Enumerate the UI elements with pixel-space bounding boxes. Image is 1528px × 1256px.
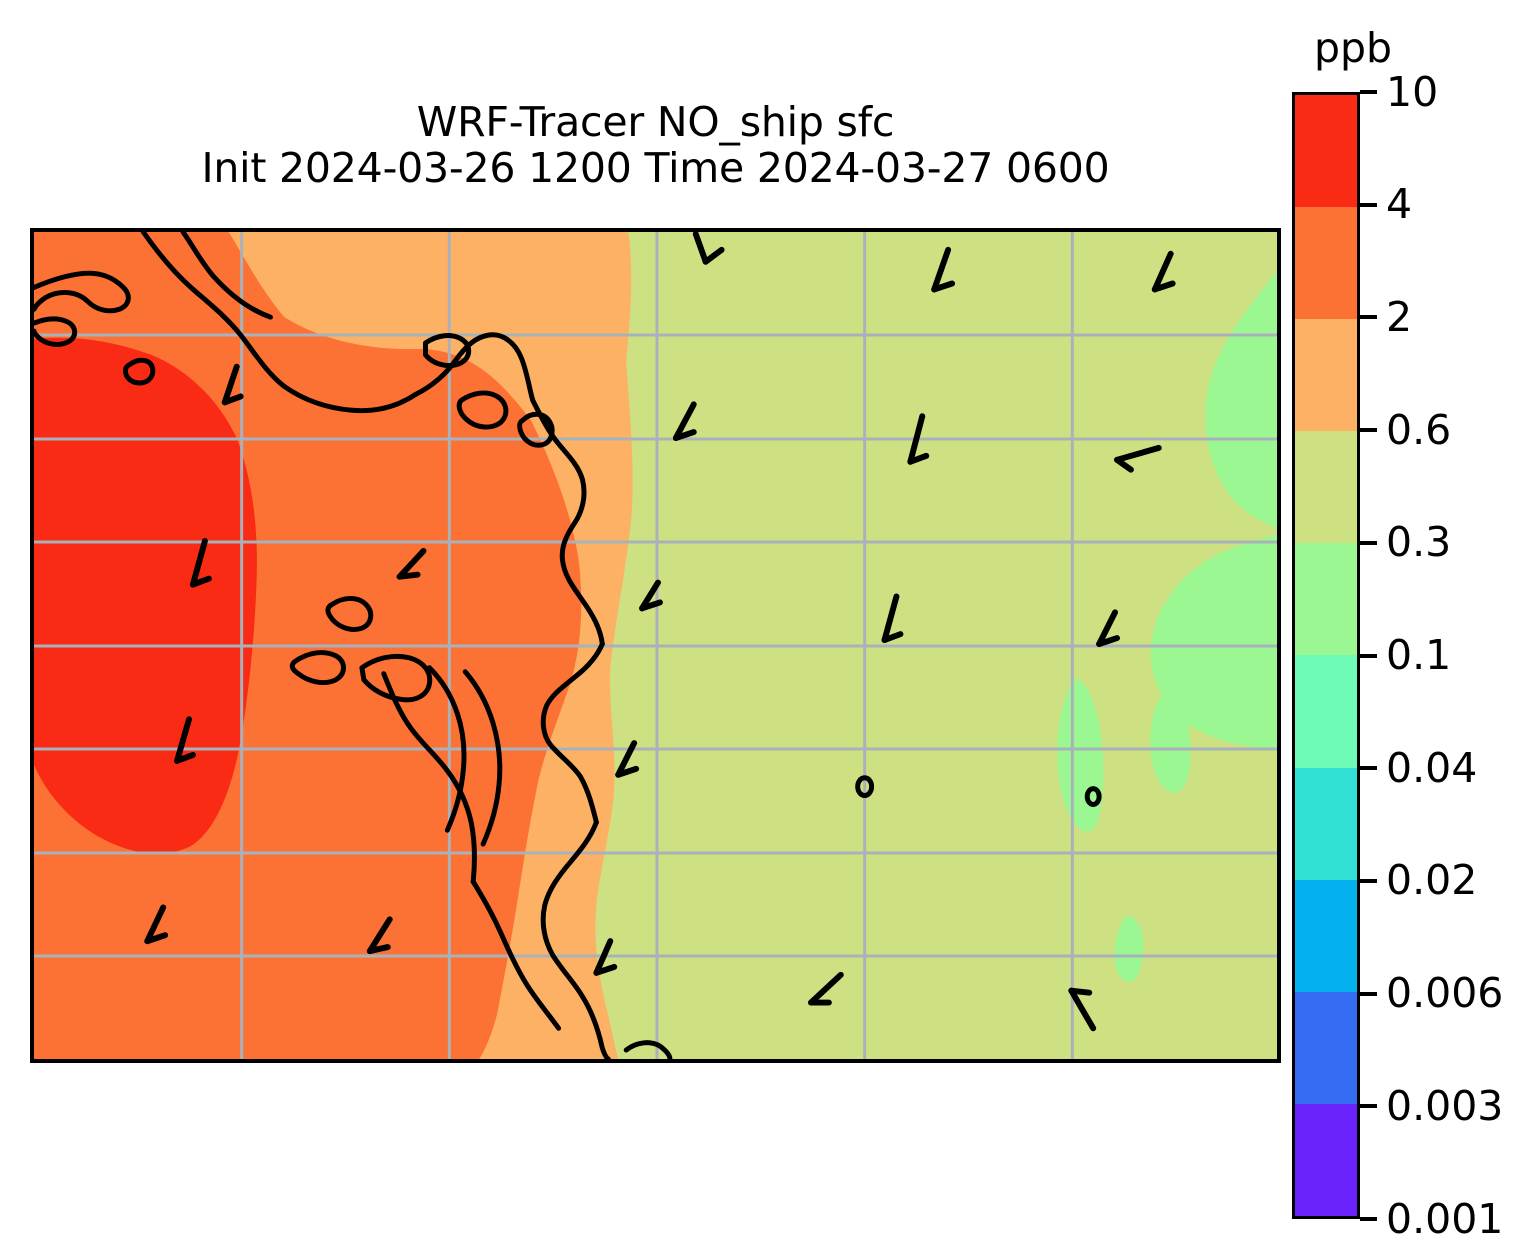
colorbar-band-2 <box>1295 319 1357 432</box>
colorbar-tick-label: 0.3 <box>1386 518 1452 567</box>
wind-barb <box>221 363 244 406</box>
colorbar-band-0 <box>1295 95 1357 208</box>
colorbar-tick-label: 0.04 <box>1386 743 1478 792</box>
colorbar-tick-mark <box>1360 428 1377 433</box>
colorbar-tick-mark <box>1360 90 1377 94</box>
wind-barb <box>189 538 212 588</box>
colorbar-tick-mark <box>1360 1104 1377 1109</box>
colorbar-band-9 <box>1295 1103 1357 1216</box>
colorbar-tick-mark <box>1360 202 1377 207</box>
wind-barb <box>692 232 725 265</box>
colorbar-tick-label: 0.1 <box>1386 631 1452 679</box>
wind-barb <box>174 716 196 764</box>
colorbar-tick-label: 10 <box>1386 67 1439 116</box>
colorbar-band-7 <box>1295 879 1357 992</box>
title-line-variable: WRF-Tracer NO_ship sfc <box>416 98 895 146</box>
wind-barb <box>808 971 844 1006</box>
wind-barb <box>1068 987 1097 1032</box>
colorbar-band-1 <box>1295 207 1357 320</box>
wind-barb <box>144 904 169 945</box>
station-marker <box>855 775 875 799</box>
colorbar-unit-label: ppb <box>1314 24 1393 72</box>
colorbar-band-3 <box>1295 431 1357 544</box>
wind-barb <box>931 246 956 293</box>
colorbar-band-4 <box>1295 543 1357 656</box>
wind-barb <box>639 579 663 612</box>
wind-barb <box>396 547 427 580</box>
wind-barb <box>1151 250 1176 293</box>
colorbar-tick-mark <box>1360 878 1377 883</box>
colorbar-tick-mark <box>1360 540 1377 545</box>
colorbar-tick-mark <box>1360 991 1377 996</box>
colorbar-band-6 <box>1295 767 1357 880</box>
wind-barb <box>593 938 618 976</box>
wind-barb <box>881 593 904 644</box>
wind-barb <box>1114 444 1162 473</box>
colorbar-tick-list: 10 4 2 0.6 0.3 0.1 0.04 0.02 0.006 0.003 0.001 <box>1360 71 1528 1239</box>
wind-barb <box>1096 609 1121 647</box>
wind-barb <box>672 401 697 441</box>
colorbar-tick-label: 0.02 <box>1386 856 1478 905</box>
colorbar-tick-mark <box>1360 1217 1377 1221</box>
wind-barb <box>907 413 930 465</box>
wind-barb <box>366 916 393 955</box>
colorbar-band-8 <box>1295 991 1357 1104</box>
station-marker <box>1084 786 1102 807</box>
figure-title: WRF-Tracer NO_ship sfc Init 2024-03-26 1… <box>30 98 1281 192</box>
colorbar-tick-mark <box>1360 766 1377 771</box>
colorbar-tick-label: 0.001 <box>1386 1194 1504 1243</box>
colorbar-tick-label: 2 <box>1386 292 1413 341</box>
colorbar-gradient[interactable] <box>1292 92 1360 1219</box>
colorbar-tick-mark <box>1360 653 1377 658</box>
map-axes[interactable] <box>30 228 1281 1063</box>
colorbar-tick-label: 0.003 <box>1386 1081 1504 1130</box>
title-line-times: Init 2024-03-26 1200 Time 2024-03-27 060… <box>201 143 1110 192</box>
wind-barb <box>615 740 640 778</box>
colorbar-tick-mark <box>1360 315 1377 320</box>
colorbar[interactable]: ppb 10 4 2 0.6 0.3 0.1 0.04 0.02 0.006 0.003 0.001 <box>1292 24 1528 1239</box>
colorbar-tick-label: 0.006 <box>1386 969 1504 1018</box>
colorbar-tick-label: 0.6 <box>1386 405 1452 454</box>
colorbar-band-5 <box>1295 655 1357 768</box>
colorbar-tick-label: 4 <box>1386 180 1413 229</box>
